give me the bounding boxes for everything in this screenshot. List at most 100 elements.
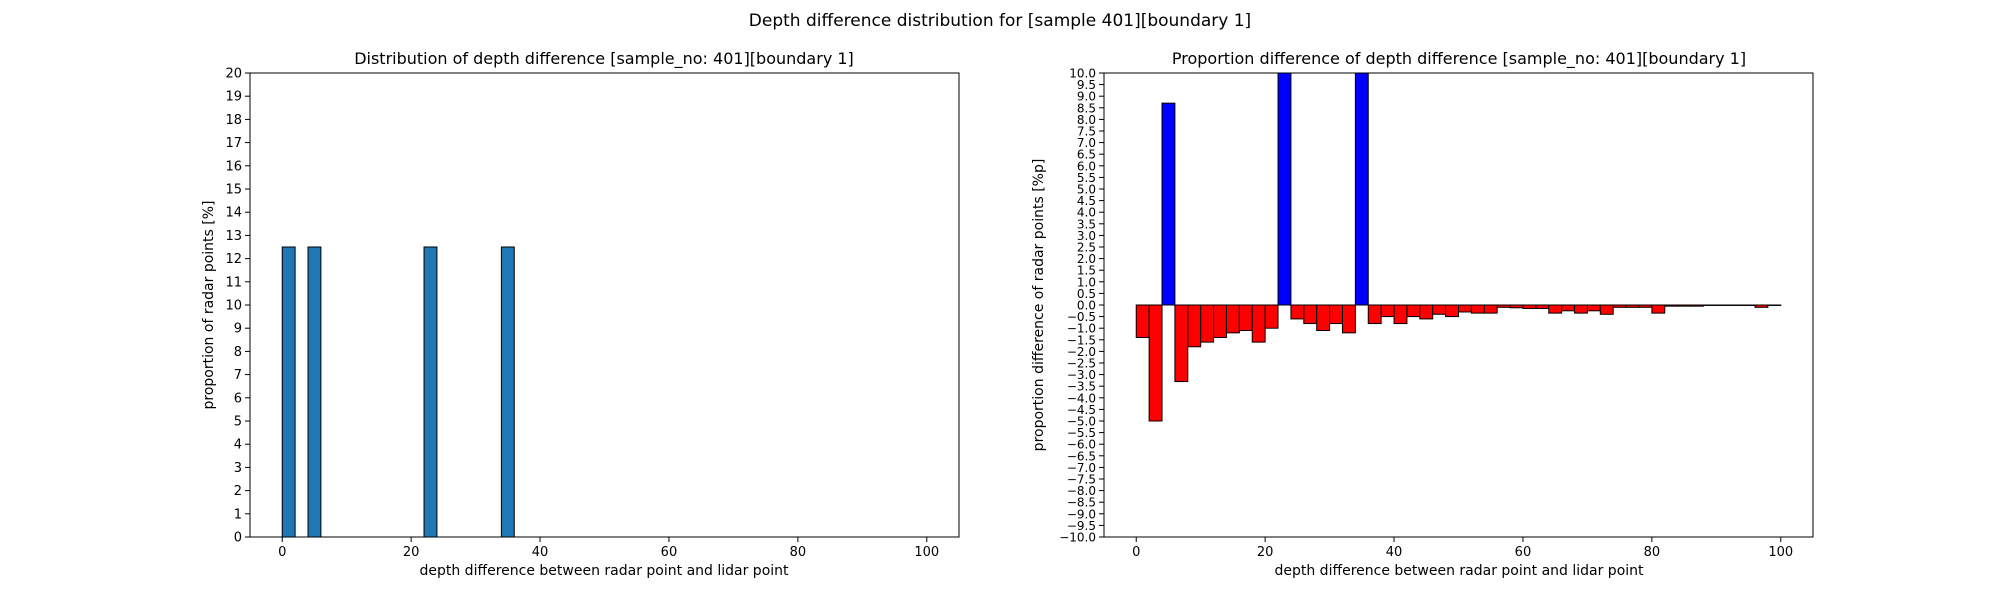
left-chart-y-tick-label: 14 [225,206,242,221]
right-chart-bar [1574,304,1588,314]
right-chart-bar [1393,304,1408,325]
right-chart-y-ticks: −10.0−9.5−9.0−8.5−8.0−7.5−7.0−6.5−6.0−5.… [1059,67,1104,545]
left-chart-x-tick-label: 0 [278,545,286,560]
right-chart-bars [1135,72,1782,422]
left-chart-y-tick-label: 17 [225,136,242,151]
right-chart-y-tick-label: −9.0 [1067,507,1096,521]
right-chart-y-tick-label: 6.0 [1077,159,1096,173]
right-chart-bar [1509,304,1524,309]
right-chart-bar [1303,304,1318,325]
right-chart-y-tick-label: 8.5 [1077,101,1096,115]
right-chart-x-tick-label: 60 [1515,545,1532,560]
left-chart-x-ticks: 0 20 40 60 80 100 [278,537,939,560]
right-chart-bar [1380,304,1395,318]
right-chart-x-ticks: 0 20 40 60 80 100 [1132,537,1793,560]
left-chart-y-tick-label: 15 [225,183,242,198]
right-chart-bar [1277,72,1292,306]
right-chart-x-tick-label: 20 [1257,545,1274,560]
right-chart-y-tick-label: −8.0 [1067,484,1096,498]
left-chart-y-tick-label: 10 [225,299,242,314]
right-chart-y-tick-label: 7.0 [1077,136,1096,150]
left-chart-x-tick-label: 60 [661,545,678,560]
right-chart-y-tick-label: 1.0 [1077,275,1096,289]
right-chart-bar [1354,72,1369,306]
right-chart-bar [1419,304,1434,320]
left-chart-frame [249,72,960,538]
left-chart-y-tick-label: 20 [225,67,242,82]
right-chart-bar [1174,304,1189,383]
right-chart-bar [1599,304,1614,315]
right-chart-bar [1290,304,1305,320]
left-chart-y-tick-label: 1 [234,507,242,522]
figure-suptitle: Depth difference distribution for [sampl… [749,11,1251,31]
right-chart-y-tick-label: 10.0 [1069,67,1096,81]
right-chart-y-tick-label: 0.5 [1077,287,1096,301]
right-chart-bar [1496,304,1511,308]
left-chart-y-tick-label: 19 [225,90,242,105]
right-chart-bar [1754,304,1769,308]
left-chart-y-tick-label: 6 [234,391,242,406]
right-chart-y-tick-label: −10.0 [1059,531,1096,545]
right-chart-bar [1367,304,1382,325]
right-chart-bar [1586,304,1601,312]
right-chart-bar [1148,304,1163,422]
right-chart-y-tick-label: −5.0 [1067,415,1096,429]
right-chart-y-tick-label: 5.5 [1077,171,1096,185]
right-chart-y-tick-label: 0.0 [1077,299,1096,313]
right-chart-bar [1677,304,1692,307]
left-chart-y-tick-label: 8 [234,345,242,360]
right-chart-y-tick-label: −3.0 [1067,368,1096,382]
right-chart-y-tick-label: −2.0 [1067,345,1096,359]
left-chart-y-tick-label: 16 [225,159,242,174]
right-chart-bar [1225,304,1240,334]
right-chart-bar [1625,304,1640,308]
right-chart-y-tick-label: −7.0 [1067,461,1096,475]
right-chart-bar [1432,304,1447,315]
right-chart-x-tick-label: 100 [1768,545,1793,560]
right-chart-y-tick-label: 7.5 [1077,125,1096,139]
right-chart-y-tick-label: −4.5 [1067,403,1096,417]
right-chart-bar [1612,304,1627,308]
right-chart-y-tick-label: 3.0 [1077,229,1096,243]
left-chart-y-tick-label: 0 [234,531,242,546]
left-chart: Distribution of depth difference [sample… [201,49,960,579]
left-chart-xlabel: depth difference between radar point and… [419,563,789,579]
right-chart-y-tick-label: 9.5 [1077,78,1096,92]
right-chart-bar [1200,304,1215,343]
right-chart-y-tick-label: −1.5 [1067,333,1096,347]
right-chart-bar [1483,304,1498,314]
right-chart-bar [1161,102,1176,306]
left-chart-y-tick-label: 7 [234,368,242,383]
right-chart-y-tick-label: −7.5 [1067,473,1096,487]
right-chart-ylabel: proportion difference of radar points [%… [1031,159,1047,452]
right-chart-y-tick-label: −9.5 [1067,519,1096,533]
right-chart-y-tick-label: 2.5 [1077,241,1096,255]
right-chart-x-tick-label: 40 [1386,545,1403,560]
left-chart-bars [281,246,515,538]
left-chart-y-tick-label: 9 [234,322,242,337]
right-chart-y-tick-label: 5.0 [1077,183,1096,197]
left-chart-y-tick-label: 3 [234,461,242,476]
left-chart-y-tick-label: 2 [234,484,242,499]
right-chart-y-tick-label: −2.5 [1067,357,1096,371]
left-chart-x-tick-label: 20 [403,545,420,560]
right-chart-bar [1522,304,1537,309]
left-chart-bar [281,246,296,538]
right-chart-y-tick-label: −5.5 [1067,426,1096,440]
right-chart-bar [1470,304,1485,314]
right-chart-y-tick-label: 4.5 [1077,194,1096,208]
left-chart-x-tick-label: 100 [914,545,939,560]
right-chart-bar [1316,304,1331,332]
right-chart-frame [1103,72,1814,538]
right-chart-y-tick-label: 6.5 [1077,148,1096,162]
left-chart-y-tick-label: 18 [225,113,242,128]
left-chart-y-tick-label: 5 [234,415,242,430]
right-chart-xlabel: depth difference between radar point and… [1274,563,1644,579]
right-chart-bar [1535,304,1550,309]
right-chart-bar [1651,304,1666,314]
right-chart-y-tick-label: 2.0 [1077,252,1096,266]
left-chart-x-tick-label: 80 [790,545,807,560]
right-chart-bar [1264,304,1279,329]
